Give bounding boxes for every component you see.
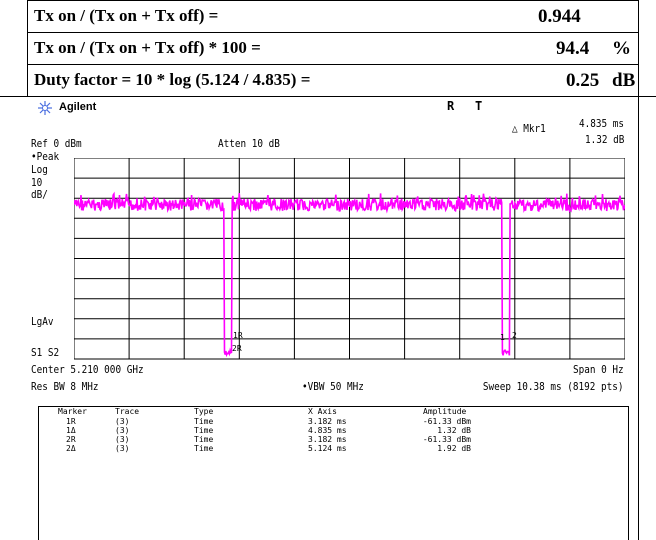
- marker-table-cell: (3): [115, 417, 130, 426]
- marker-table-cell: (3): [115, 426, 130, 435]
- marker-readout-label: △ Mkr1: [512, 122, 546, 135]
- calc-value: 0.25: [566, 70, 600, 91]
- spectrum-analyzer-screen: Agilent R T △ Mkr1 4.835 ms 1.32 dB Ref …: [27, 97, 638, 540]
- sweep-settings: S1 S2: [31, 346, 60, 359]
- attenuation: Atten 10 dB: [218, 137, 280, 150]
- calc-row-duty-factor: Duty factor = 10 * log (5.124 / 4.835) =…: [0, 64, 656, 96]
- calc-row-ratio: Tx on / (Tx on + Tx off) = 0.944: [0, 0, 656, 32]
- marker-table-header: X Axis: [308, 407, 337, 416]
- detector-mode: •Peak: [31, 150, 60, 163]
- marker-table-header: Amplitude: [423, 407, 467, 416]
- marker-table-cell: 1.32 dB: [437, 426, 471, 435]
- table-border-right: [638, 0, 639, 540]
- ref-level: Ref 0 dBm: [31, 137, 82, 150]
- calc-value: 0.944: [538, 6, 581, 27]
- center-frequency: Center 5.210 000 GHz: [31, 363, 144, 376]
- calc-formula: Tx on / (Tx on + Tx off) =: [34, 6, 219, 25]
- table-divider: [27, 32, 639, 33]
- table-divider: [27, 64, 639, 65]
- marker-table-cell: Time: [194, 444, 214, 453]
- calc-formula: Tx on / (Tx on + Tx off) * 100 =: [34, 38, 261, 57]
- span: Span 0 Hz: [573, 363, 624, 376]
- marker-readout-x: 4.835 ms: [578, 117, 624, 130]
- calc-row-percent: Tx on / (Tx on + Tx off) * 100 = 94.4 %: [0, 32, 656, 64]
- sweep-time: Sweep 10.38 ms (8192 pts): [483, 380, 624, 393]
- video-bandwidth: •VBW 50 MHz: [302, 380, 364, 393]
- resolution-bandwidth: Res BW 8 MHz: [31, 380, 99, 393]
- calc-value: 94.4: [556, 38, 590, 59]
- trace-line: [74, 191, 625, 358]
- calc-unit: dB: [612, 70, 636, 91]
- marker-table-cell: 1R: [66, 417, 76, 426]
- marker-table: Marker Trace Type X Axis Amplitude 1R (3)…: [38, 406, 629, 540]
- marker-table-header: Type: [194, 407, 214, 416]
- calc-unit: %: [612, 38, 631, 59]
- brand-logo: Agilent: [59, 101, 97, 113]
- marker-table-cell: -61.33 dBm: [422, 435, 471, 444]
- scale-type: Log: [31, 163, 48, 176]
- marker-table-header: Marker: [58, 407, 87, 416]
- trace-marker-label: 1R: [233, 331, 243, 340]
- scale-value: 10: [31, 176, 43, 189]
- marker-table-cell: (3): [115, 435, 130, 444]
- marker-table-cell: (3): [115, 444, 130, 453]
- trace-graticule: 1R 2R 1 2: [74, 158, 625, 360]
- agilent-spark-icon: [38, 101, 52, 115]
- marker-table-cell: 4.835 ms: [308, 426, 347, 435]
- marker-table-cell: 3.182 ms: [308, 435, 347, 444]
- marker-table-cell: -61.33 dBm: [422, 417, 471, 426]
- marker-table-cell: 3.182 ms: [308, 417, 347, 426]
- marker-table-cell: 2R: [66, 435, 76, 444]
- marker-table-cell: Time: [194, 417, 214, 426]
- average-type: LgAv: [31, 315, 54, 328]
- marker-table-cell: Time: [194, 435, 214, 444]
- marker-table-cell: 1.92 dB: [437, 444, 471, 453]
- scale-unit: dB/: [31, 188, 48, 201]
- marker-table-cell: 5.124 ms: [308, 444, 347, 453]
- marker-table-cell: Time: [194, 426, 214, 435]
- marker-table-header: Trace: [115, 407, 140, 416]
- table-border-bottom: [0, 96, 656, 97]
- calc-formula: Duty factor = 10 * log (5.124 / 4.835) =: [34, 70, 311, 89]
- marker-table-cell: 1Δ: [66, 426, 76, 435]
- trace-marker-label: 2R: [232, 344, 242, 353]
- marker-readout-y: 1.32 dB: [584, 133, 624, 146]
- trace-marker-label: 1: [500, 333, 505, 342]
- trace-marker-label: 2: [512, 331, 517, 340]
- table-border-top: [27, 0, 639, 1]
- duty-cycle-calculation-table: Tx on / (Tx on + Tx off) = 0.944 Tx on /…: [0, 0, 656, 96]
- marker-table-cell: 2Δ: [66, 444, 76, 453]
- trigger-indicator: T: [475, 99, 483, 113]
- remote-indicator: R: [447, 99, 455, 113]
